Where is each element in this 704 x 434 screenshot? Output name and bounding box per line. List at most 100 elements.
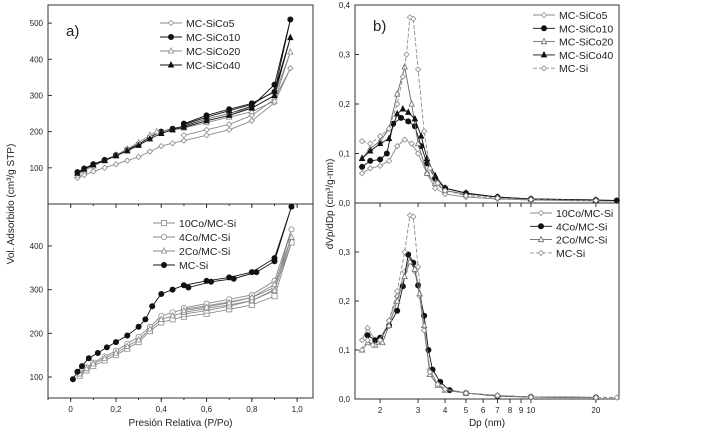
legend-label: MC-SiCo20 bbox=[186, 46, 240, 58]
data-point bbox=[288, 239, 295, 246]
legend-label: MC-SiCo5 bbox=[186, 18, 235, 30]
data-point bbox=[74, 169, 81, 176]
x-tick-label: 5 bbox=[464, 406, 469, 415]
legend-label: MC-SiCo5 bbox=[559, 10, 608, 22]
data-point bbox=[101, 156, 108, 164]
data-point bbox=[358, 170, 366, 177]
data-point bbox=[142, 316, 149, 323]
data-point bbox=[287, 48, 294, 55]
series-MC-SiCo40 bbox=[74, 33, 294, 176]
data-point bbox=[146, 324, 154, 332]
y-tick-label: 400 bbox=[30, 55, 44, 64]
series-MC-Si bbox=[358, 14, 600, 204]
data-point bbox=[225, 111, 233, 118]
data-point bbox=[367, 165, 374, 172]
data-point bbox=[153, 127, 160, 135]
data-point bbox=[393, 297, 401, 304]
data-point bbox=[203, 132, 210, 139]
series-line bbox=[361, 108, 596, 201]
series-2Co/MC-Si bbox=[76, 233, 295, 377]
data-point bbox=[271, 96, 278, 104]
data-point bbox=[366, 147, 374, 154]
series-2Co/MC-Si bbox=[358, 257, 600, 401]
y-tick-label: 100 bbox=[30, 373, 44, 382]
data-point bbox=[434, 180, 441, 187]
legend-marker bbox=[537, 249, 545, 257]
y-axis-label: dVp/dDp (cm³/g-nm) bbox=[325, 159, 336, 250]
data-point bbox=[358, 337, 366, 344]
data-point bbox=[271, 258, 278, 265]
data-point bbox=[287, 16, 294, 23]
series-MC-SiCo10 bbox=[359, 114, 620, 204]
data-point bbox=[203, 113, 210, 120]
legend-marker bbox=[537, 209, 545, 217]
y-tick-label: 0,1 bbox=[339, 346, 351, 355]
data-point bbox=[135, 153, 142, 161]
series-MC-SiCo40 bbox=[358, 104, 600, 203]
data-point bbox=[408, 140, 415, 147]
legend-label: MC-SiCo10 bbox=[186, 32, 240, 44]
series-line bbox=[361, 117, 617, 201]
data-point bbox=[169, 125, 176, 133]
data-point bbox=[203, 116, 210, 124]
data-point bbox=[103, 344, 110, 351]
y-tick-label: 100 bbox=[30, 164, 44, 173]
data-point bbox=[394, 100, 401, 108]
series-line bbox=[361, 139, 617, 202]
data-point bbox=[410, 213, 417, 220]
data-point bbox=[124, 332, 131, 339]
data-point bbox=[112, 161, 120, 168]
series-line bbox=[361, 66, 596, 201]
data-point bbox=[169, 311, 176, 319]
series-4Co/MC-Si bbox=[364, 251, 599, 401]
data-point bbox=[225, 298, 233, 306]
data-point bbox=[367, 140, 374, 147]
x-tick-label: 20 bbox=[591, 406, 600, 415]
data-point bbox=[385, 321, 393, 329]
legend-entry: MC-SiCo40 bbox=[160, 60, 240, 72]
data-point bbox=[376, 162, 384, 170]
panel-b-bottom: 0,0 0,1 0,2 0,3 2 3 4 5 6 7 8 9 10 20 10Co/MC-Si4Co/MC… bbox=[325, 159, 620, 429]
data-point bbox=[248, 296, 256, 304]
data-point bbox=[180, 120, 188, 127]
data-point bbox=[403, 51, 410, 58]
data-point bbox=[377, 156, 384, 163]
legend-marker bbox=[167, 34, 174, 41]
x-tick-label: 9 bbox=[519, 406, 524, 415]
series-MC-Si bbox=[358, 212, 620, 401]
data-point bbox=[135, 141, 142, 148]
x-tick-label: 0,4 bbox=[156, 405, 168, 414]
data-point bbox=[271, 286, 278, 294]
data-point bbox=[158, 315, 165, 322]
x-tick-label: 0,8 bbox=[246, 405, 258, 414]
data-point bbox=[393, 90, 401, 97]
data-point bbox=[203, 126, 210, 133]
data-point bbox=[416, 289, 423, 297]
data-point bbox=[404, 108, 412, 115]
data-point bbox=[248, 107, 256, 115]
data-point bbox=[83, 364, 90, 372]
legend-label: MC-SiCo20 bbox=[559, 37, 613, 49]
data-point bbox=[124, 342, 131, 349]
data-point bbox=[410, 15, 417, 23]
data-point bbox=[74, 368, 81, 375]
y-tick-label: 0,3 bbox=[339, 51, 351, 60]
data-point bbox=[69, 376, 76, 383]
data-point bbox=[405, 251, 412, 258]
data-point bbox=[414, 66, 422, 73]
legend-marker bbox=[167, 19, 175, 27]
x-tick-label: 0,2 bbox=[110, 405, 122, 414]
data-point bbox=[398, 114, 405, 121]
data-point bbox=[80, 165, 88, 172]
series-line bbox=[361, 258, 596, 398]
data-point bbox=[385, 134, 393, 142]
legend-label: 2Co/MC-Si bbox=[556, 235, 607, 247]
data-point bbox=[401, 136, 408, 143]
data-point bbox=[112, 151, 120, 159]
data-point bbox=[432, 184, 439, 192]
legend-label: 10Co/MC-Si bbox=[179, 218, 236, 230]
legend-marker bbox=[537, 235, 545, 243]
legend-marker bbox=[540, 37, 548, 45]
